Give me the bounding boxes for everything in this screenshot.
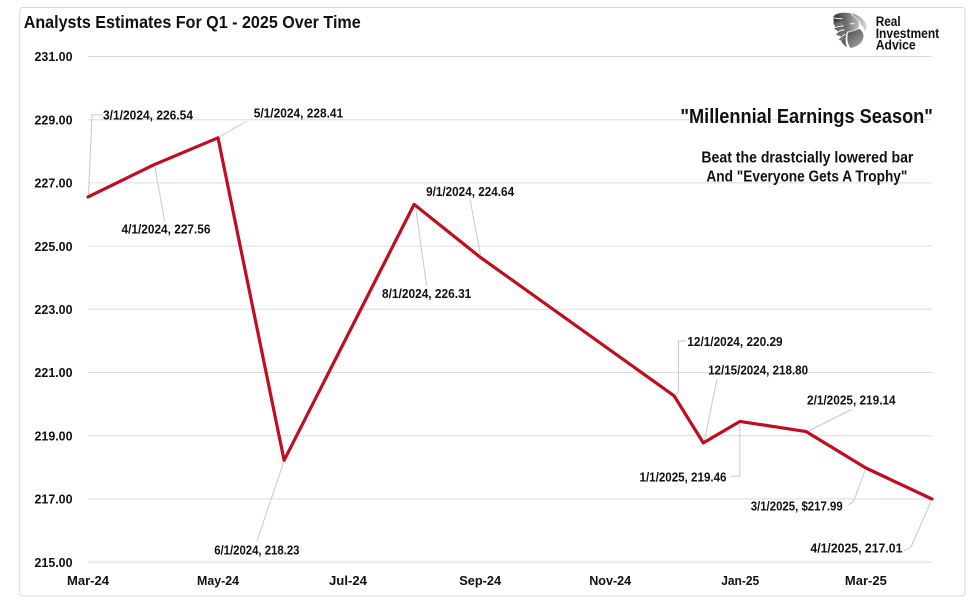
svg-text:8/1/2024, 226.31: 8/1/2024, 226.31 bbox=[382, 286, 471, 301]
svg-text:225.00: 225.00 bbox=[35, 239, 73, 254]
svg-text:5/1/2024, 228.41: 5/1/2024, 228.41 bbox=[254, 106, 344, 121]
svg-text:227.00: 227.00 bbox=[35, 176, 73, 191]
svg-text:9/1/2024, 224.64: 9/1/2024, 224.64 bbox=[426, 184, 515, 199]
svg-text:12/15/2024, 218.80: 12/15/2024, 218.80 bbox=[708, 363, 808, 378]
svg-text:231.00: 231.00 bbox=[35, 49, 73, 64]
svg-text:1/1/2025, 219.46: 1/1/2025, 219.46 bbox=[640, 470, 727, 485]
svg-text:6/1/2024, 218.23: 6/1/2024, 218.23 bbox=[214, 543, 299, 558]
svg-text:Advice: Advice bbox=[876, 37, 916, 52]
svg-text:And "Everyone Gets A Trophy": And "Everyone Gets A Trophy" bbox=[706, 169, 907, 186]
svg-text:2/1/2025, 219.14: 2/1/2025, 219.14 bbox=[807, 393, 896, 408]
svg-text:215.00: 215.00 bbox=[35, 555, 73, 570]
svg-text:Nov-24: Nov-24 bbox=[589, 573, 632, 588]
svg-text:4/1/2025, 217.01: 4/1/2025, 217.01 bbox=[810, 540, 902, 555]
svg-text:Jan-25: Jan-25 bbox=[721, 573, 759, 588]
svg-text:4/1/2024, 227.56: 4/1/2024, 227.56 bbox=[122, 221, 211, 236]
svg-text:Sep-24: Sep-24 bbox=[459, 573, 502, 588]
svg-text:12/1/2024, 220.29: 12/1/2024, 220.29 bbox=[687, 334, 782, 349]
svg-text:217.00: 217.00 bbox=[35, 492, 73, 507]
svg-text:Analysts Estimates For Q1 - 20: Analysts Estimates For Q1 - 2025 Over Ti… bbox=[24, 12, 361, 32]
svg-text:May-24: May-24 bbox=[197, 573, 240, 588]
svg-text:229.00: 229.00 bbox=[35, 112, 73, 127]
svg-text:Mar-25: Mar-25 bbox=[845, 573, 887, 588]
svg-text:3/1/2025, $217.99: 3/1/2025, $217.99 bbox=[751, 499, 843, 514]
svg-text:Real: Real bbox=[876, 14, 901, 29]
svg-text:Jul-24: Jul-24 bbox=[329, 573, 368, 588]
svg-text:3/1/2024, 226.54: 3/1/2024, 226.54 bbox=[103, 107, 194, 122]
svg-text:"Millennial Earnings Season": "Millennial Earnings Season" bbox=[680, 106, 933, 128]
svg-text:Beat the drastcially lowered b: Beat the drastcially lowered bar bbox=[701, 150, 913, 167]
svg-text:Investment: Investment bbox=[876, 26, 940, 41]
svg-text:223.00: 223.00 bbox=[35, 302, 73, 317]
svg-text:221.00: 221.00 bbox=[35, 365, 73, 380]
svg-text:Mar-24: Mar-24 bbox=[67, 573, 110, 588]
svg-text:219.00: 219.00 bbox=[35, 428, 73, 443]
